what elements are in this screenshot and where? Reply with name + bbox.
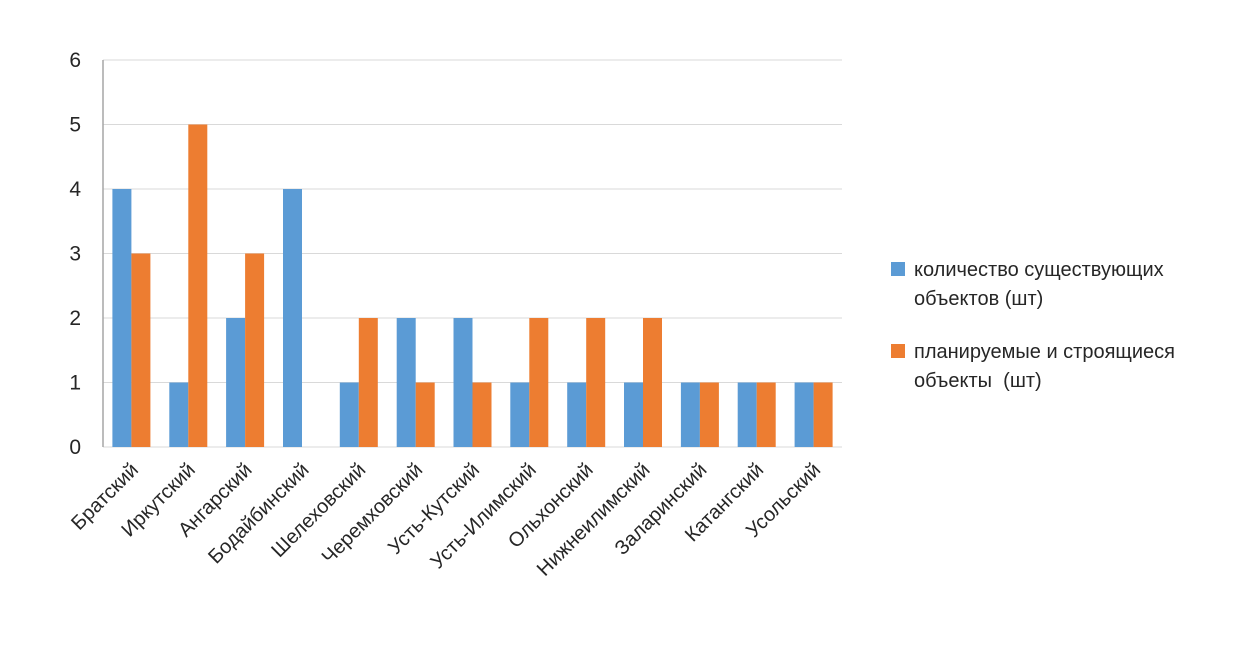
- bar-series-1-cat-8: [586, 318, 606, 447]
- legend-item-existing-objects: количество существующих объектов (шт): [891, 256, 1213, 314]
- legend-label-planned: планируемые и строящиеся объекты (шт): [914, 341, 1181, 392]
- category-label: Черемховский: [318, 459, 427, 568]
- y-axis-tick-label: 1: [69, 372, 81, 395]
- bar-series-1-cat-2: [245, 253, 265, 447]
- bar-series-1-cat-4: [358, 318, 378, 447]
- legend-swatch-existing-icon: [891, 262, 905, 276]
- bar-series-1-cat-0: [131, 253, 151, 447]
- bar-series-0-cat-0: [112, 189, 132, 447]
- bar-series-1-cat-11: [756, 382, 776, 447]
- legend-swatch-planned-icon: [891, 344, 905, 358]
- bar-series-0-cat-11: [737, 382, 757, 447]
- y-axis-tick-label: 3: [69, 243, 81, 266]
- bar-series-1-cat-12: [813, 382, 833, 447]
- bar-series-0-cat-2: [226, 318, 246, 447]
- y-axis-tick-label: 5: [69, 114, 81, 137]
- bar-series-0-cat-3: [283, 189, 302, 447]
- bar-series-1-cat-10: [699, 382, 719, 447]
- bar-series-0-cat-9: [624, 382, 643, 447]
- y-axis-tick-label: 4: [69, 178, 81, 201]
- bar-series-0-cat-8: [567, 382, 587, 447]
- bar-series-0-cat-1: [169, 382, 189, 447]
- bar-series-0-cat-7: [510, 382, 530, 447]
- bar-series-0-cat-10: [680, 382, 700, 447]
- y-axis-tick-label: 2: [69, 307, 81, 330]
- bar-series-1-cat-7: [529, 318, 549, 447]
- y-axis-tick-label: 6: [69, 49, 81, 72]
- bar-series-0-cat-12: [794, 382, 814, 447]
- bar-series-1-cat-9: [643, 318, 662, 447]
- legend-label-existing: количество существующих объектов (шт): [914, 259, 1170, 310]
- bar-series-0-cat-6: [453, 318, 473, 447]
- chart-legend: количество существующих объектов (шт) пл…: [891, 256, 1213, 420]
- bar-series-1-cat-6: [472, 382, 492, 447]
- bar-series-0-cat-4: [339, 382, 359, 447]
- bar-series-0-cat-5: [396, 318, 416, 447]
- legend-item-planned-objects: планируемые и строящиеся объекты (шт): [891, 338, 1213, 396]
- y-axis-tick-label: 0: [69, 436, 81, 459]
- category-label: Бодайбинский: [204, 459, 313, 568]
- bar-series-1-cat-5: [415, 382, 435, 447]
- bar-series-1-cat-1: [188, 124, 208, 447]
